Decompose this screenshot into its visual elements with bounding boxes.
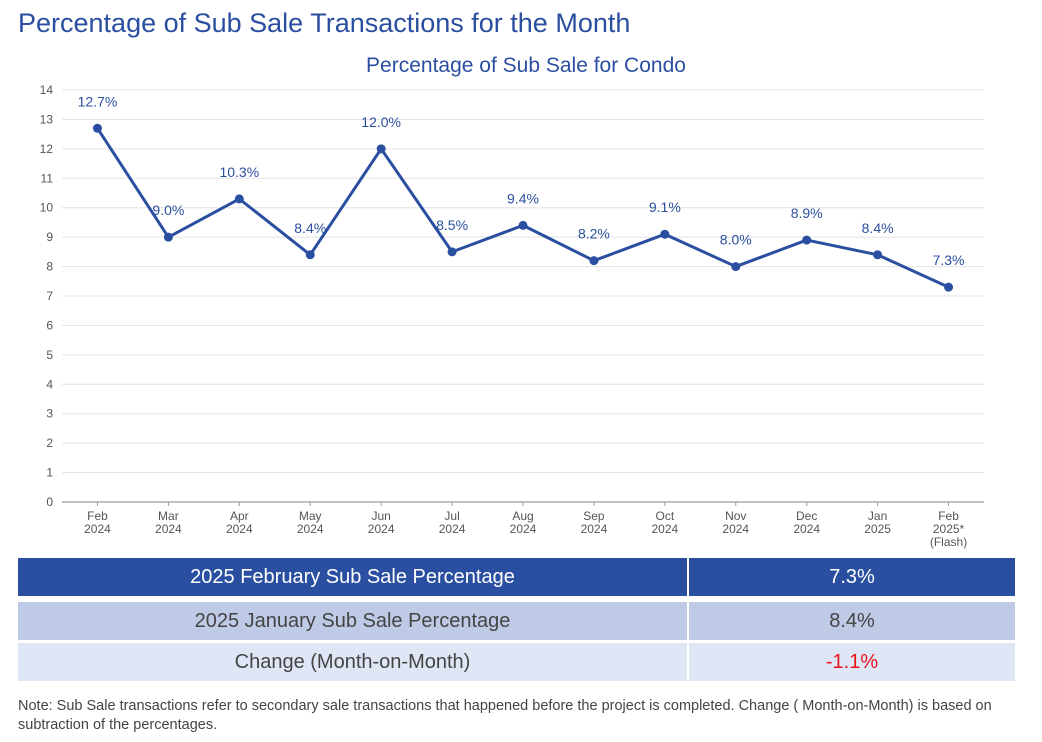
data-point	[163, 232, 173, 242]
data-point	[802, 235, 812, 245]
x-tick-label: 2024	[651, 522, 678, 536]
x-tick-label: Aug	[512, 509, 533, 523]
y-tick-label: 12	[40, 142, 54, 156]
x-tick-label: Feb	[938, 509, 959, 523]
x-tick-label: 2024	[84, 522, 111, 536]
x-tick-label: Apr	[230, 509, 249, 523]
y-tick-label: 6	[46, 318, 53, 332]
y-tick-label: 7	[46, 289, 53, 303]
summary-label-current: 2025 February Sub Sale Percentage	[190, 565, 515, 588]
y-tick-label: 5	[46, 348, 53, 362]
data-point	[944, 282, 954, 292]
y-tick-label: 1	[46, 466, 53, 480]
data-label: 8.9%	[791, 205, 823, 221]
y-tick-label: 9	[46, 230, 53, 244]
x-tick-label: 2024	[722, 522, 749, 536]
summary-label-previous: 2025 January Sub Sale Percentage	[194, 609, 511, 632]
x-tick-label: 2025	[864, 522, 891, 536]
data-point	[234, 194, 244, 204]
y-tick-label: 3	[46, 407, 53, 421]
data-point	[518, 220, 528, 230]
x-tick-label: Jul	[444, 509, 459, 523]
x-tick-label: May	[299, 509, 322, 523]
x-tick-label: Nov	[725, 509, 746, 523]
data-label: 9.1%	[649, 199, 681, 215]
data-label: 9.4%	[507, 190, 539, 206]
data-point	[376, 144, 386, 154]
x-tick-label: 2024	[297, 522, 324, 536]
x-tick-label: Sep	[583, 509, 605, 523]
chart-title: Percentage of Sub Sale for Condo	[366, 54, 686, 77]
data-point	[731, 262, 741, 272]
x-tick-label: Oct	[656, 509, 675, 523]
data-label: 12.7%	[78, 93, 118, 109]
data-label: 7.3%	[933, 252, 965, 268]
summary-row-current: 2025 February Sub Sale Percentage 7.3%	[18, 558, 1015, 596]
data-point	[447, 247, 457, 257]
data-point	[660, 229, 670, 239]
summary-label-change: Change (Month-on-Month)	[234, 650, 471, 673]
data-label: 12.0%	[361, 114, 401, 130]
data-point	[92, 123, 102, 133]
y-tick-label: 0	[46, 495, 53, 509]
x-tick-label: 2024	[510, 522, 537, 536]
x-tick-label: Mar	[158, 509, 179, 523]
x-tick-label: Dec	[796, 509, 817, 523]
x-tick-label: 2024	[226, 522, 253, 536]
x-tick-label: 2024	[155, 522, 182, 536]
data-label: 8.4%	[862, 220, 894, 236]
y-tick-label: 10	[40, 201, 54, 215]
x-tick-label: (Flash)	[930, 535, 967, 549]
x-tick-label: 2024	[439, 522, 466, 536]
x-tick-label: 2024	[581, 522, 608, 536]
data-label: 8.2%	[578, 226, 610, 242]
footnote: Note: Sub Sale transactions refer to sec…	[18, 698, 992, 733]
y-tick-label: 14	[40, 83, 54, 97]
page-title: Percentage of Sub Sale Transactions for …	[18, 8, 631, 38]
line-chart: Percentage of Sub Sale for Condo01234567…	[40, 54, 984, 549]
summary-row-previous: 2025 January Sub Sale Percentage 8.4%	[18, 602, 1015, 640]
summary-value-change: -1.1%	[687, 643, 1015, 681]
x-tick-label: 2024	[793, 522, 820, 536]
x-tick-label: 2025*	[933, 522, 965, 536]
summary-value-previous: 8.4%	[687, 602, 1015, 640]
summary-value-current: 7.3%	[687, 558, 1015, 596]
data-point	[589, 256, 599, 266]
y-tick-label: 4	[46, 377, 53, 391]
x-tick-label: Feb	[87, 509, 108, 523]
data-point	[873, 250, 883, 260]
y-tick-label: 11	[41, 171, 54, 185]
data-label: 8.5%	[436, 217, 468, 233]
summary-row-change: Change (Month-on-Month) -1.1%	[18, 643, 1015, 681]
data-point	[305, 250, 315, 260]
y-tick-label: 8	[46, 260, 53, 274]
data-label: 8.0%	[720, 232, 752, 248]
y-tick-label: 2	[46, 436, 53, 450]
y-tick-label: 13	[40, 112, 54, 126]
data-label: 10.3%	[219, 164, 259, 180]
data-label: 8.4%	[294, 220, 326, 236]
x-tick-label: Jan	[868, 509, 887, 523]
x-tick-label: 2024	[368, 522, 395, 536]
data-label: 9.0%	[152, 202, 184, 218]
x-tick-label: Jun	[371, 509, 390, 523]
